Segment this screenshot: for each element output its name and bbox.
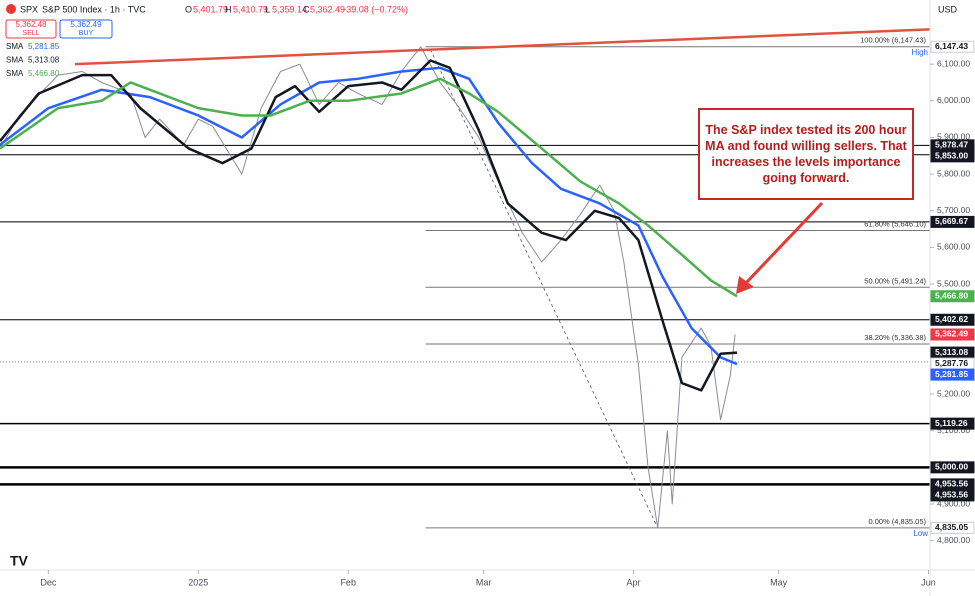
price-tag-label: 5,878.47 (935, 140, 968, 150)
price-tag (930, 40, 975, 53)
buy-button[interactable] (59, 19, 113, 39)
ohlc-label: H (225, 4, 232, 14)
plot-area: 100.00% (6,147.43) High 61.80% (5,646.10) 5… (0, 28, 930, 538)
symbol-title: S&P 500 Index · 1h · TVC (42, 4, 146, 14)
symbol-logo (6, 4, 16, 14)
legend-name: SMA (6, 42, 24, 51)
x-tick-label: Feb (340, 577, 356, 587)
price-tag (930, 328, 975, 341)
sma-line (0, 77, 738, 298)
legend: SMA 5,281.85 SMA 5,313.08 SMA 5,466.80 (6, 42, 60, 78)
y-tick-label: 6,000.00 (937, 95, 970, 105)
y-tick-label: 4,800.00 (937, 535, 970, 545)
arrow-head (736, 276, 754, 294)
price-line (0, 46, 736, 529)
ohlc-value: 5,362.49 (310, 4, 345, 14)
fib-label: 100.00% (6,147.43) (860, 36, 926, 45)
y-tick-label: 5,600.00 (937, 242, 970, 252)
logo: TV (10, 553, 29, 569)
sma-line (0, 59, 738, 392)
price-tag (930, 215, 975, 228)
price-tag-label: 5,313.08 (935, 347, 968, 357)
fib-label: 0.00% (4,835.05) (868, 517, 926, 526)
fib-label: 38.20% (5,336.38) (864, 333, 926, 342)
ohlc-label: L (265, 4, 270, 14)
arrow (743, 201, 824, 286)
fib-tag: Low (913, 529, 928, 538)
sell-button[interactable] (5, 19, 57, 39)
y-tick-label: 4,900.00 (937, 498, 970, 508)
x-tick-label: Jun (921, 577, 936, 587)
legend-value: 5,281.85 (28, 42, 60, 51)
symbol: SPX (20, 4, 38, 14)
x-tick-label: Apr (627, 577, 641, 587)
price-tag-label: 5,281.85 (935, 369, 968, 379)
price-tag (930, 417, 975, 430)
buy-label: BUY (79, 30, 94, 37)
x-tick-label: Mar (476, 577, 492, 587)
y-tick-label: 5,800.00 (937, 168, 970, 178)
trendline (74, 28, 930, 66)
ohlc-label: C (303, 4, 310, 14)
price-axis: 6,100.00 6,000.00 5,900.00 5,800.00 5,700.00… (930, 40, 975, 545)
price-tag-label: 5,853.00 (935, 151, 968, 161)
price-tag-label: 5,000.00 (935, 462, 968, 472)
x-tick-label: 2025 (188, 577, 208, 587)
y-tick-label: 6,100.00 (937, 58, 970, 68)
y-tick-label: 5,100.00 (937, 425, 970, 435)
price-tag (930, 489, 975, 502)
dashed-line (430, 49, 659, 528)
x-tick-label: Dec (40, 577, 57, 587)
fib-tag: High (912, 48, 928, 57)
ohlc-value: 5,410.79 (233, 4, 268, 14)
price-tag (930, 150, 975, 163)
y-tick-label: 5,200.00 (937, 388, 970, 398)
y-tick-label: 5,900.00 (937, 132, 970, 142)
price-tag-label: 4,835.05 (935, 522, 968, 532)
sma-line (0, 66, 738, 366)
price-tag-label: 4,953.56 (935, 490, 968, 500)
price-tag (930, 290, 975, 303)
price-tag-label: 6,147.43 (935, 41, 968, 51)
price-tag (930, 521, 975, 534)
legend-value: 5,466.80 (28, 69, 60, 78)
ohlc-value: 5,401.79 (193, 4, 228, 14)
legend-name: SMA (6, 69, 24, 78)
price-tag-label: 5,402.62 (935, 314, 968, 324)
legend-value: 5,313.08 (28, 56, 60, 65)
price-tag-label: 5,119.26 (935, 418, 968, 428)
y-tick-label: 5,500.00 (937, 278, 970, 288)
fib-label: 50.00% (5,491.24) (864, 276, 926, 285)
currency: USD (938, 4, 958, 14)
buy-price: 5,362.49 (70, 20, 102, 29)
sell-label: SELL (22, 30, 39, 37)
price-tag-label: 5,466.80 (935, 291, 968, 301)
x-tick-label: May (770, 577, 788, 587)
annotation: The S&P index tested its 200 hour MA and… (698, 108, 914, 200)
legend-name: SMA (6, 56, 24, 65)
price-tag-label: 4,953.56 (935, 479, 968, 489)
sell-price: 5,362.48 (15, 20, 47, 29)
ohlc-change: −39.08 (−0.72%) (341, 4, 408, 14)
price-tag-label: 5,669.67 (935, 216, 968, 226)
price-tag-label: 5,362.49 (935, 329, 968, 339)
fib-label: 61.80% (5,646.10) (864, 220, 926, 229)
price-tag-label: 5,287.76 (935, 358, 968, 368)
ohlc-value: 5,359.14 (272, 4, 307, 14)
price-tag (930, 368, 975, 381)
y-tick-label: 5,700.00 (937, 205, 970, 215)
ohlc-label: O (185, 4, 192, 14)
price-tag (930, 313, 975, 326)
price-tag (930, 461, 975, 474)
